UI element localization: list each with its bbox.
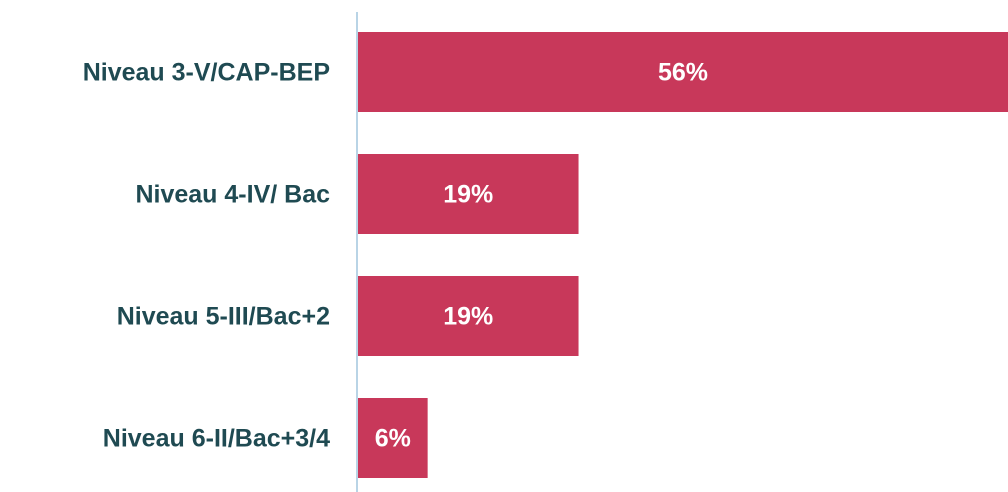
bar xyxy=(358,32,1008,112)
category-label: Niveau 6-II/Bac+3/4 xyxy=(103,425,330,453)
category-label: Niveau 4-IV/ Bac xyxy=(135,181,330,209)
value-label: 6% xyxy=(375,425,411,453)
bar xyxy=(358,398,428,478)
category-label: Niveau 3-V/CAP-BEP xyxy=(83,59,330,87)
category-label: Niveau 5-III/Bac+2 xyxy=(117,303,330,331)
bar xyxy=(358,154,579,234)
value-label: 19% xyxy=(443,181,493,209)
value-label: 56% xyxy=(658,59,708,87)
bar xyxy=(358,276,579,356)
value-label: 19% xyxy=(443,303,493,331)
